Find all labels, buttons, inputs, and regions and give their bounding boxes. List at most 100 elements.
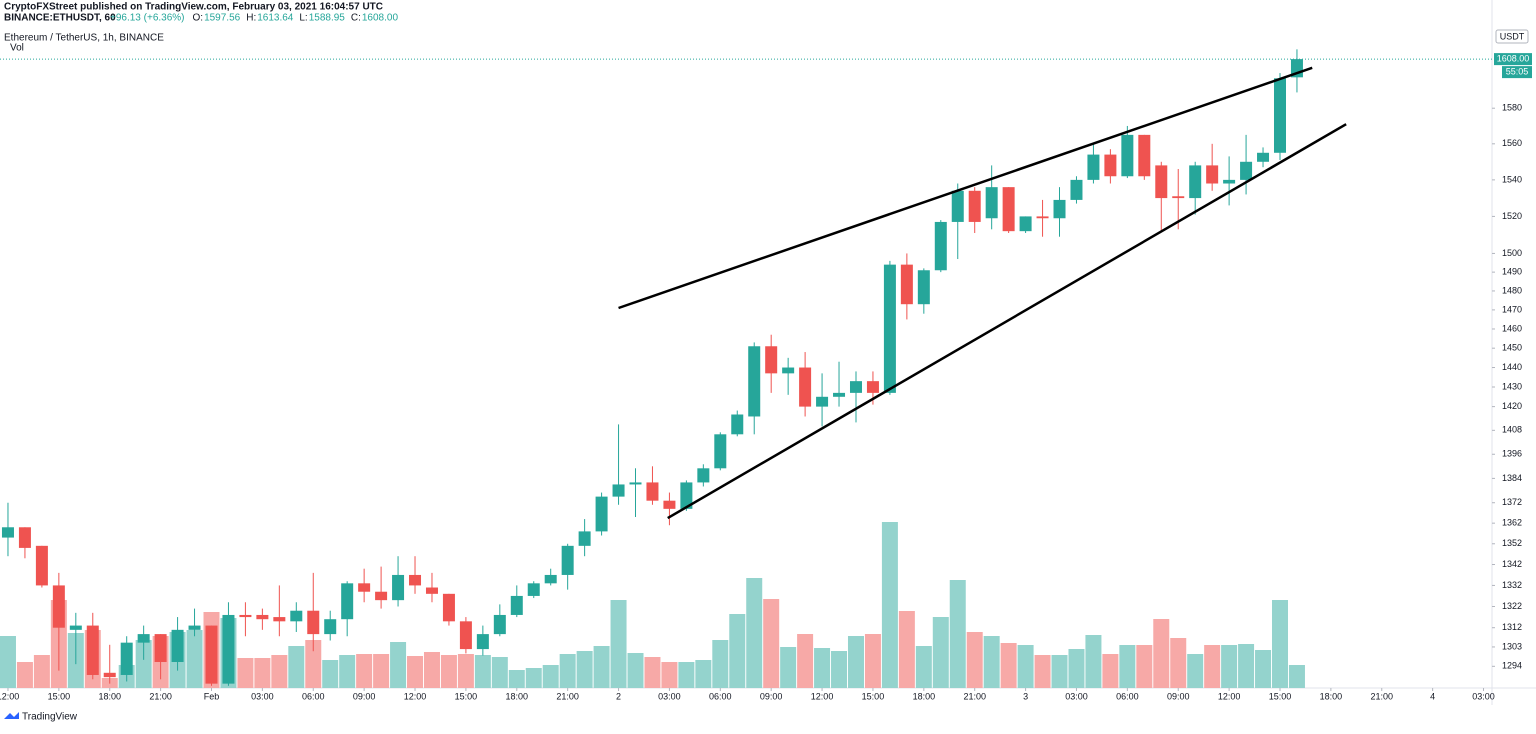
- candle-body: [35, 545, 48, 586]
- candle-body: [307, 610, 320, 635]
- candle-body: [1104, 154, 1117, 177]
- x-tick-label: 21:00: [963, 691, 986, 701]
- x-tick-label: 12:00: [811, 691, 834, 701]
- candle-body: [392, 574, 405, 601]
- ohlc-value: 1588.95: [309, 13, 346, 24]
- y-tick-label: 1384: [1502, 473, 1522, 483]
- candle-body: [782, 367, 795, 374]
- volume-bar: [763, 599, 780, 688]
- volume-bar: [932, 617, 949, 688]
- candle-body: [1257, 152, 1270, 162]
- candle-body: [900, 264, 913, 305]
- candle-body: [680, 482, 693, 509]
- candle-body: [544, 574, 557, 584]
- volume-bar: [288, 646, 305, 688]
- x-tick-label: 06:00: [302, 691, 325, 701]
- candle-body: [748, 346, 761, 417]
- candle-body: [646, 482, 659, 501]
- y-tick-label: 1352: [1502, 538, 1522, 548]
- x-tick-label: 15:00: [455, 691, 478, 701]
- candle-body: [1189, 165, 1202, 199]
- candle-body: [273, 617, 286, 622]
- candle-body: [849, 381, 862, 393]
- candle-body: [137, 634, 150, 643]
- volume-bar: [186, 630, 203, 688]
- x-tick-label: 03:00: [1065, 691, 1088, 701]
- x-tick-label: 15:00: [1269, 691, 1292, 701]
- candle-body: [1, 527, 14, 538]
- volume-bar: [593, 646, 610, 688]
- volume-bar: [356, 654, 373, 688]
- candle-body: [527, 583, 540, 596]
- volume-bar: [780, 647, 797, 688]
- y-tick-label: 1480: [1502, 285, 1522, 295]
- y-tick-label: 1560: [1502, 138, 1522, 148]
- candle-body: [663, 500, 676, 509]
- volume-bar: [0, 636, 16, 688]
- volume-bar: [797, 634, 814, 688]
- volume-bar: [440, 655, 457, 688]
- volume-bar: [610, 600, 627, 688]
- candle-body: [375, 591, 388, 601]
- candle-body: [476, 634, 489, 650]
- volume-bar: [1017, 645, 1034, 688]
- volume-bar: [695, 660, 712, 688]
- candle-body: [697, 468, 710, 483]
- x-tick-label: 03:00: [1472, 691, 1495, 701]
- y-tick-label: 1440: [1502, 362, 1522, 372]
- volume-bar: [390, 642, 407, 688]
- y-tick-label: 1500: [1502, 248, 1522, 258]
- volume-bar: [1000, 643, 1017, 688]
- candle-body: [1172, 196, 1185, 199]
- volume-bar: [644, 657, 661, 688]
- x-tick-label: 3: [1023, 691, 1028, 701]
- candle-body: [612, 484, 625, 497]
- x-tick-label: 09:00: [353, 691, 376, 701]
- x-tick-label: 06:00: [1116, 691, 1139, 701]
- ohlc-value: 1608.00: [362, 13, 399, 24]
- candle-body: [425, 587, 438, 594]
- candle-body: [1206, 165, 1219, 184]
- candle-body: [409, 574, 422, 586]
- y-tick-label: 1520: [1502, 211, 1522, 221]
- candle-body: [714, 434, 727, 469]
- y-tick-label: 1294: [1502, 661, 1522, 671]
- currency: USDT: [1500, 31, 1525, 41]
- x-tick-label: 03:00: [251, 691, 274, 701]
- volume-bar: [1102, 654, 1119, 688]
- x-tick-label: 18:00: [98, 691, 121, 701]
- volume-bar: [1136, 645, 1153, 688]
- candle-body: [883, 264, 896, 393]
- volume-bar: [271, 655, 288, 688]
- countdown: 55:05: [1506, 66, 1529, 76]
- y-tick-label: 1430: [1502, 381, 1522, 391]
- volume-bar: [983, 636, 1000, 688]
- volume-bar: [1170, 638, 1187, 688]
- x-tick-label: 21:00: [1370, 691, 1393, 701]
- y-tick-label: 1490: [1502, 267, 1522, 277]
- x-tick-label: 09:00: [760, 691, 783, 701]
- volume-bar: [1068, 649, 1085, 688]
- candle-body: [52, 585, 65, 628]
- volume-bar: [542, 665, 559, 688]
- volume-bar: [712, 640, 729, 688]
- volume-bar: [33, 655, 50, 688]
- volume-bar: [678, 662, 695, 688]
- symbol: BINANCE:ETHUSDT, 60: [4, 13, 116, 24]
- volume-bar: [949, 580, 966, 688]
- countdown-box: [1502, 66, 1532, 79]
- candle-body: [968, 190, 981, 222]
- brand-logo: [4, 712, 19, 719]
- candle-body: [1053, 199, 1066, 219]
- y-tick-label: 1303: [1502, 641, 1522, 651]
- volume-bar: [305, 640, 322, 688]
- volume-bar: [1187, 654, 1204, 688]
- y-tick-label: 1420: [1502, 401, 1522, 411]
- candle-body: [765, 346, 778, 374]
- y-tick-label: 1450: [1502, 343, 1522, 353]
- x-tick-label: 18:00: [1320, 691, 1343, 701]
- brand-name: TradingView: [22, 712, 78, 723]
- volume-bar: [1288, 665, 1305, 688]
- candle-body: [1273, 78, 1286, 153]
